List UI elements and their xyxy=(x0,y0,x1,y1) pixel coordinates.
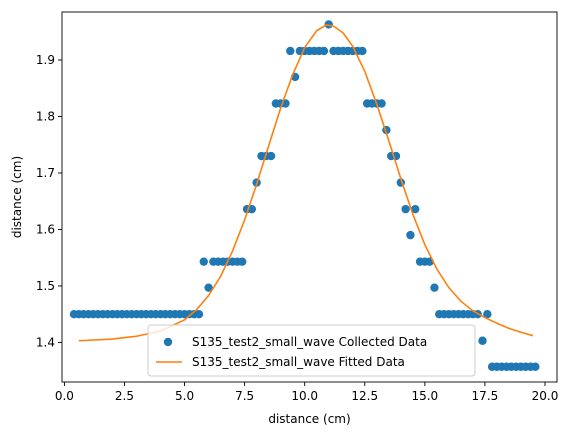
chart-axes: 0.0 2.5 5.0 7.5 10.0 12.5 15.0 17.5 20.0 1.4 1.5 1.… xyxy=(36,11,559,403)
data-point xyxy=(478,336,487,345)
legend-entry-fitted: S135_test2_small_wave Fitted Data xyxy=(192,355,405,369)
legend-marker-collected xyxy=(163,337,173,347)
x-tick-label: 12.5 xyxy=(351,389,378,403)
data-point xyxy=(266,151,276,161)
data-point xyxy=(401,204,410,214)
data-point xyxy=(531,362,540,371)
y-axis-label: distance (cm) xyxy=(10,156,24,238)
data-point xyxy=(411,204,420,214)
y-tick-label: 1.8 xyxy=(36,110,55,124)
data-point xyxy=(406,230,415,240)
chart-marks xyxy=(69,20,540,371)
x-axis-label: distance (cm) xyxy=(268,412,350,426)
x-tick-label: 15.0 xyxy=(411,389,438,403)
y-tick-label: 1.5 xyxy=(36,279,55,293)
fitted-line xyxy=(78,24,534,342)
data-point xyxy=(204,283,213,292)
plot-area xyxy=(62,12,557,382)
data-point xyxy=(430,283,439,292)
data-point xyxy=(324,20,333,29)
legend-box xyxy=(147,324,476,377)
y-tick-label: 1.4 xyxy=(36,335,55,349)
data-point xyxy=(358,46,367,56)
data-point xyxy=(238,257,247,266)
x-tick-label: 10.0 xyxy=(291,389,318,403)
legend-entry-collected: S135_test2_small_wave Collected Data xyxy=(192,335,427,349)
legend: S135_test2_small_wave Collected Data S13… xyxy=(147,324,476,377)
x-tick-label: 5.0 xyxy=(175,389,194,403)
plot-background xyxy=(62,12,557,382)
x-tick-label: 2.5 xyxy=(115,389,134,403)
y-tick-label: 1.7 xyxy=(36,166,55,180)
data-point xyxy=(194,310,204,319)
data-point xyxy=(199,257,208,266)
x-tick-label: 7.5 xyxy=(235,389,254,403)
data-point xyxy=(483,310,492,319)
plot-frame xyxy=(61,11,558,383)
x-tick-label: 20.0 xyxy=(532,389,559,403)
y-tick-label: 1.9 xyxy=(36,53,55,67)
data-point xyxy=(319,46,329,56)
data-point xyxy=(286,46,295,56)
data-point xyxy=(377,99,386,108)
x-tick-label: 0.0 xyxy=(55,389,74,403)
x-tick-label: 17.5 xyxy=(472,389,499,403)
y-tick-label: 1.6 xyxy=(36,222,55,236)
